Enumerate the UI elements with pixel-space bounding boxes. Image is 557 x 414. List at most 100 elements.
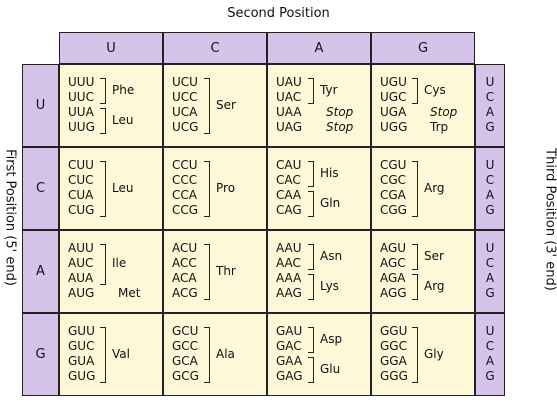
codon: AAC	[276, 256, 301, 270]
codon: UGG	[380, 120, 408, 134]
codon: UCU	[172, 75, 198, 89]
codon-block: GUU GUC GUA GUG Val	[59, 313, 163, 396]
bracket	[308, 244, 314, 270]
codon: AUC	[68, 256, 94, 270]
codon: UUG	[68, 120, 95, 134]
codon: CGA	[380, 188, 406, 202]
codon: UUU	[68, 75, 95, 89]
codon: GAA	[276, 354, 303, 368]
amino-acid-label: His	[320, 165, 339, 180]
amino-acid-label: Asn	[320, 248, 343, 263]
codon: CCA	[172, 188, 197, 202]
bracket	[100, 78, 106, 104]
codon: CGU	[380, 158, 407, 172]
codon: UGA	[380, 105, 407, 119]
amino-acid-label: Arg	[424, 180, 445, 195]
amino-acid-label: Cys	[424, 82, 446, 97]
codon: AAA	[276, 271, 302, 285]
bracket	[412, 244, 418, 270]
codon: UUC	[68, 90, 94, 104]
bracket	[204, 327, 210, 383]
codon: GUG	[68, 369, 96, 383]
bracket	[412, 78, 418, 104]
codon: UAC	[276, 90, 302, 104]
third-position-label: Third Position (3' end)	[542, 148, 557, 291]
codon: GUC	[68, 339, 95, 353]
codon-block: UUU UUC UUA UUG Phe Leu	[59, 64, 163, 147]
codon: AGG	[380, 286, 407, 300]
amino-acid-label: Val	[112, 346, 130, 361]
third-base-u: U	[485, 158, 495, 172]
codon: CCU	[172, 158, 198, 172]
codon: UAU	[276, 75, 302, 89]
bracket	[100, 327, 106, 383]
codon: CUU	[68, 158, 94, 172]
amino-acid-label: Asp	[320, 331, 343, 346]
third-base-c: C	[485, 90, 495, 104]
bracket	[308, 191, 314, 217]
amino-acid-label: Gly	[424, 346, 444, 361]
codon-block: UGU UGC UGA UGG Cys Stop Trp	[371, 64, 475, 147]
codon-block: CGU CGC CGA CGG Arg	[371, 147, 475, 230]
codon: UGU	[380, 75, 407, 89]
codon: UCG	[172, 120, 199, 134]
bracket	[308, 274, 314, 300]
codon: CAC	[276, 173, 301, 187]
codon: GUA	[68, 354, 95, 368]
third-base-g: G	[485, 286, 495, 300]
third-base-c: C	[485, 256, 495, 270]
third-base-g: G	[485, 120, 495, 134]
amino-acid-label: Arg	[424, 278, 445, 293]
codon-block: AAU AAC AAA AAG Asn Lys	[267, 230, 371, 313]
bracket	[100, 108, 106, 134]
third-base-g: G	[485, 203, 495, 217]
codon: GUU	[68, 324, 95, 338]
codon: AGA	[380, 271, 406, 285]
codon: AAU	[276, 241, 302, 255]
bracket	[204, 78, 210, 134]
third-base-g: G	[485, 369, 495, 383]
amino-acid-label: Ser	[424, 248, 444, 263]
codon: GAU	[276, 324, 303, 338]
third-base-a: A	[485, 354, 495, 368]
codon: ACC	[172, 256, 197, 270]
bracket	[412, 161, 418, 217]
codon: ACA	[172, 271, 197, 285]
codon: CAA	[276, 188, 302, 202]
amino-acid-label: Gln	[320, 195, 341, 210]
codon: AUA	[68, 271, 94, 285]
first-base-header-c: C	[22, 147, 59, 230]
codon: UUA	[68, 105, 94, 119]
amino-acid-label: Leu	[112, 180, 134, 195]
codon: CUA	[68, 188, 94, 202]
amino-acid-label: Tyr	[320, 82, 338, 97]
bracket	[308, 78, 314, 104]
first-base-header-a: A	[22, 230, 59, 313]
amino-acid-label: Pro	[216, 180, 236, 195]
amino-acid-label: Ala	[216, 346, 235, 361]
first-position-label: First Position (5' end)	[2, 149, 18, 286]
amino-acid-label: Thr	[216, 263, 236, 278]
bracket	[308, 161, 314, 187]
amino-acid-label: Ser	[216, 97, 236, 112]
third-base-a: A	[485, 105, 495, 119]
codon: GAC	[276, 339, 302, 353]
codon: AUU	[68, 241, 94, 255]
bracket	[412, 327, 418, 383]
stop-codon-label: Stop	[326, 105, 354, 119]
amino-acid-label: Trp	[430, 120, 449, 134]
third-base-c: C	[485, 339, 495, 353]
first-base-header-u: U	[22, 64, 59, 147]
amino-acid-label: Met	[118, 286, 141, 300]
codon: ACU	[172, 241, 198, 255]
codon-block: UAU UAC UAA UAG Tyr Stop Stop	[267, 64, 371, 147]
amino-acid-label: Ile	[112, 256, 127, 270]
third-base-a: A	[485, 188, 495, 202]
bracket	[100, 244, 106, 285]
second-base-header-g: G	[371, 32, 475, 64]
codon: CUG	[68, 203, 95, 217]
amino-acid-label: Leu	[112, 112, 134, 127]
first-base-header-g: G	[22, 313, 59, 396]
